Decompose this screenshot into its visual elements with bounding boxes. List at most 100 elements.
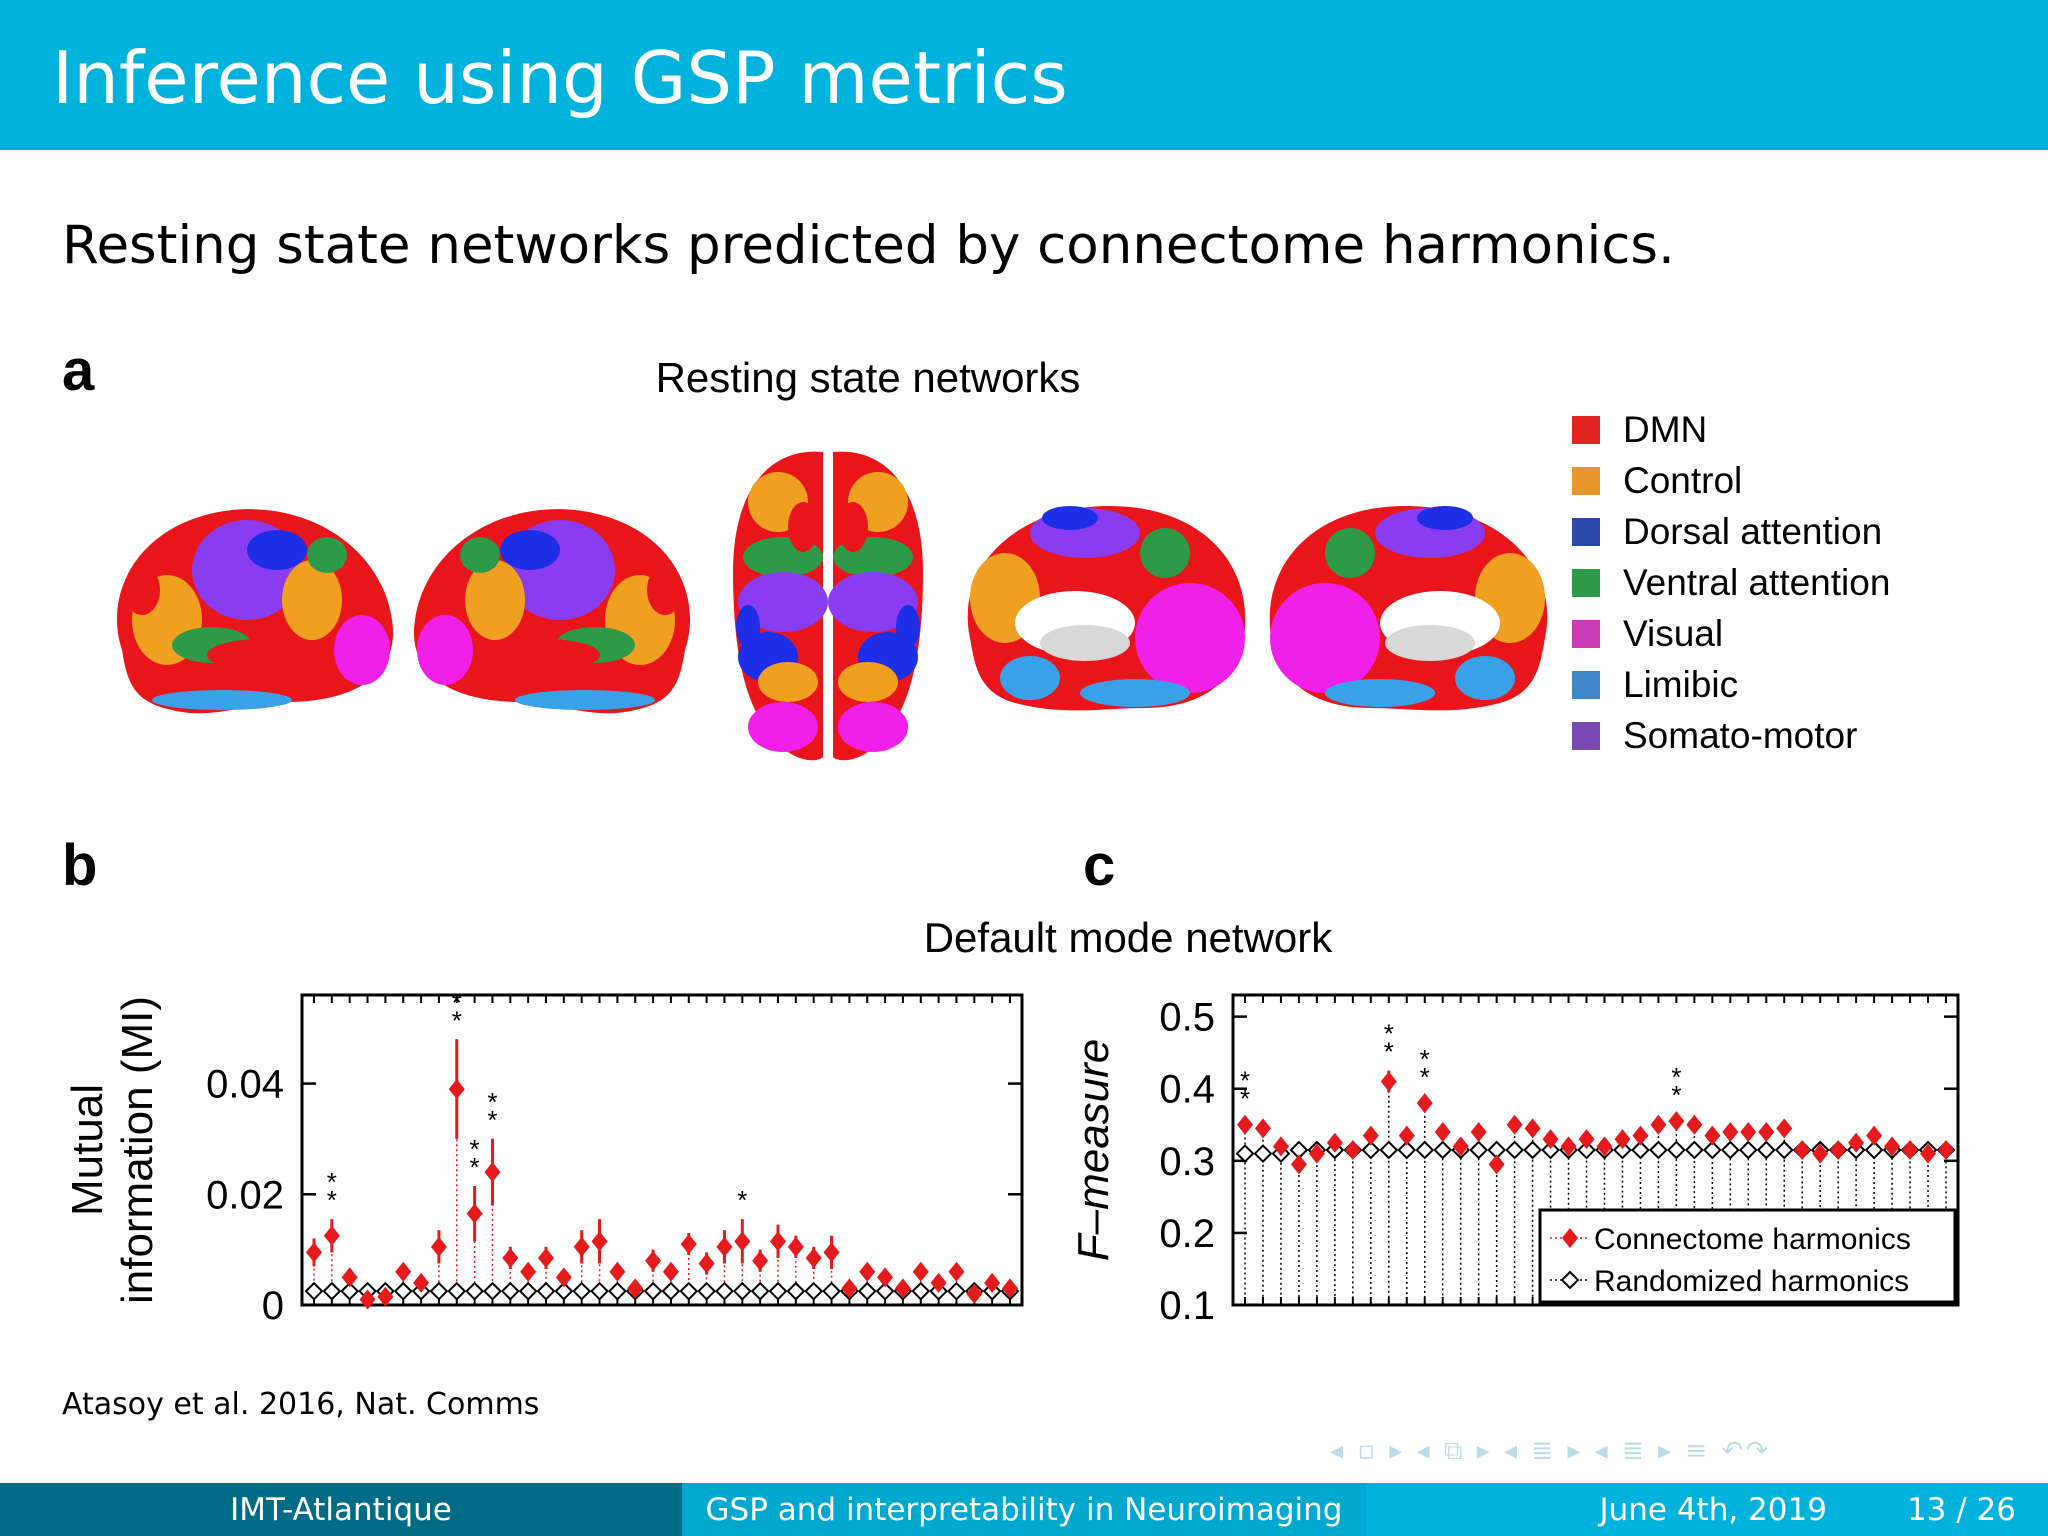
randomized-marker xyxy=(911,1281,931,1301)
connectome-marker xyxy=(1830,1140,1847,1160)
brain-medial xyxy=(967,505,1246,711)
citation: Atasoy et al. 2016, Nat. Comms xyxy=(62,1387,540,1422)
connectome-marker xyxy=(1290,1154,1307,1175)
legend-label: Limibic xyxy=(1623,664,1738,705)
randomized-marker xyxy=(304,1281,324,1301)
significance-star: * xyxy=(487,1087,497,1117)
connectome-marker xyxy=(823,1242,840,1263)
connectome-marker xyxy=(484,1162,501,1183)
connectome-marker xyxy=(1884,1136,1901,1157)
brain-region xyxy=(1000,656,1060,700)
connectome-marker xyxy=(359,1289,376,1310)
y-axis-label: F–measure xyxy=(1069,1039,1118,1262)
randomized-marker xyxy=(607,1281,627,1301)
randomized-marker xyxy=(750,1281,770,1301)
brain-region xyxy=(1455,656,1515,700)
footer-bar: IMT-Atlantique GSP and interpretability … xyxy=(0,1483,2048,1536)
connectome-marker xyxy=(1650,1114,1667,1135)
randomized-marker xyxy=(1631,1140,1650,1160)
randomized-marker xyxy=(679,1281,699,1301)
connectome-marker xyxy=(1938,1140,1954,1160)
brain-region xyxy=(838,502,868,552)
significance-star: * xyxy=(470,1152,480,1182)
randomized-marker xyxy=(1720,1140,1740,1160)
brain-region xyxy=(307,537,347,573)
connectome-marker xyxy=(1272,1136,1289,1157)
legend-swatch xyxy=(1572,467,1600,495)
randomized-marker xyxy=(875,1281,895,1301)
connectome-marker xyxy=(787,1236,804,1257)
connectome-marker xyxy=(1866,1125,1883,1146)
y-tick-label: 0.1 xyxy=(1159,1284,1215,1328)
connectome-marker xyxy=(680,1234,697,1255)
connectome-marker xyxy=(1686,1114,1703,1135)
randomized-marker xyxy=(572,1281,592,1301)
randomized-marker xyxy=(1379,1140,1399,1160)
connectome-marker xyxy=(716,1236,733,1257)
randomized-marker xyxy=(1864,1140,1884,1160)
connectome-marker xyxy=(1326,1132,1343,1153)
connectome-marker xyxy=(1794,1140,1811,1160)
significance-star: * xyxy=(470,1134,480,1164)
plot-frame xyxy=(1231,993,1960,1307)
connectome-marker xyxy=(430,1236,447,1257)
brain-region xyxy=(1385,625,1475,661)
beamer-navigation[interactable]: ◂ ▫ ▸ ◂ ⧉ ▸ ◂ ≣ ▸ ◂ ≣ ▸ ≡ ↶↷ xyxy=(1330,1436,1771,1466)
brain-region xyxy=(738,572,828,632)
connectome-marker xyxy=(859,1261,876,1282)
connectome-marker xyxy=(1398,1125,1415,1146)
connectome-marker xyxy=(323,1225,340,1246)
legend-label: Ventral attention xyxy=(1623,562,1890,603)
brain-region xyxy=(124,565,160,615)
connectome-marker xyxy=(555,1267,572,1288)
connectome-marker xyxy=(1416,1093,1433,1114)
randomized-marker xyxy=(536,1281,556,1301)
brain-region xyxy=(1270,583,1380,693)
randomized-marker xyxy=(1433,1140,1453,1160)
connectome-marker xyxy=(984,1272,1001,1293)
randomized-marker xyxy=(518,1281,538,1301)
randomized-marker xyxy=(1505,1140,1525,1160)
brain-hemisphere xyxy=(828,451,923,761)
connectome-marker xyxy=(770,1231,786,1252)
brain-region xyxy=(334,615,390,685)
significance-star: * xyxy=(327,1185,337,1215)
connectome-marker xyxy=(1740,1121,1757,1142)
randomized-marker xyxy=(1397,1140,1417,1160)
panel-a-letter: a xyxy=(62,340,95,403)
y-axis-label: Mutual xyxy=(63,1084,112,1216)
brain-hemisphere xyxy=(733,451,828,761)
plot-frame xyxy=(300,993,1024,1307)
connectome-marker xyxy=(1344,1140,1361,1160)
brain-images xyxy=(116,451,1548,761)
legend-swatch xyxy=(1572,416,1600,444)
y-axis-label: information (MI) xyxy=(113,996,162,1304)
randomized-marker xyxy=(483,1281,502,1301)
y-tick-label: 0.3 xyxy=(1159,1140,1215,1184)
randomized-marker xyxy=(1469,1140,1489,1160)
connectome-marker xyxy=(1506,1114,1523,1135)
connectome-marker xyxy=(1524,1118,1541,1139)
connectome-marker xyxy=(627,1278,644,1299)
connectome-marker xyxy=(662,1261,679,1282)
brain-region xyxy=(465,560,525,640)
randomized-marker xyxy=(697,1281,717,1301)
brain-region xyxy=(1040,625,1130,661)
connectome-marker xyxy=(805,1247,822,1268)
connectome-marker xyxy=(1237,1114,1253,1135)
randomized-marker xyxy=(1648,1140,1668,1160)
connectome-marker xyxy=(395,1261,412,1282)
brain-region xyxy=(460,537,500,573)
significance-star: * xyxy=(1384,1019,1394,1049)
brain-region xyxy=(500,530,560,570)
randomized-marker xyxy=(643,1281,663,1301)
legend-swatch xyxy=(1572,722,1600,750)
randomized-marker xyxy=(393,1281,413,1301)
connectome-marker xyxy=(894,1278,911,1299)
slide-subtitle: Resting state networks predicted by conn… xyxy=(62,215,1675,276)
brain-region xyxy=(515,690,655,710)
randomized-marker xyxy=(590,1281,609,1301)
y-tick-label: 0.04 xyxy=(206,1063,284,1107)
legend-label: Control xyxy=(1623,460,1742,501)
significance-star: * xyxy=(1240,1066,1250,1096)
